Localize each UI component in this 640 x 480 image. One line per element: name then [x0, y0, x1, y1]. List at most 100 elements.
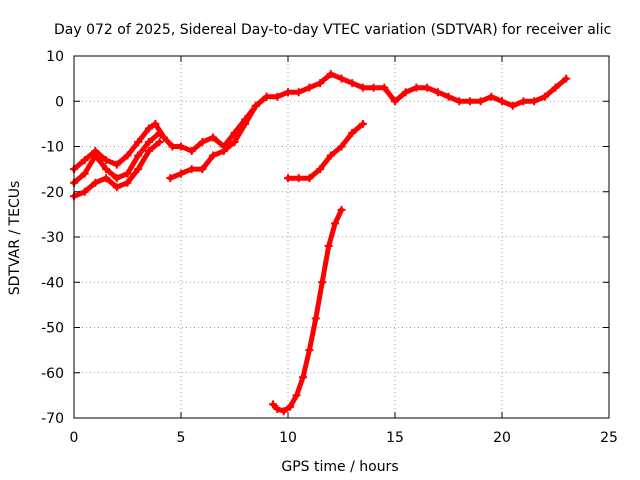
data-point — [102, 174, 111, 183]
data-point — [80, 187, 89, 196]
data-point — [358, 119, 367, 128]
x-tick-label: 0 — [70, 430, 79, 446]
data-point — [91, 151, 100, 160]
data-point — [326, 70, 335, 79]
x-axis-label: GPS time / hours — [281, 459, 398, 475]
data-point — [123, 169, 132, 178]
data-point — [530, 97, 539, 106]
data-point — [219, 147, 228, 156]
series-track-c — [70, 137, 164, 201]
tick-layer: 0 5 10 15 20 25 10 0 -10 -20 -30 -40 -50 -60 -70 — [41, 49, 618, 446]
data-point — [151, 119, 160, 128]
series-track-e — [284, 119, 367, 183]
y-tick-label: -60 — [41, 366, 64, 382]
data-point — [487, 92, 496, 101]
y-axis-label: SDTVAR / TECUs — [7, 181, 23, 296]
data-point — [112, 160, 121, 169]
x-tick-label: 5 — [177, 430, 186, 446]
data-point — [326, 151, 335, 160]
data-point — [562, 74, 571, 83]
data-point — [144, 124, 153, 133]
data-point — [198, 137, 207, 146]
y-tick-label: 0 — [55, 94, 64, 110]
x-tick-label: 10 — [279, 430, 297, 446]
data-point — [331, 219, 340, 228]
y-tick-label: -20 — [41, 185, 64, 201]
data-point — [112, 174, 121, 183]
data-point — [380, 83, 389, 92]
series-track-d — [166, 92, 271, 183]
data-point — [80, 169, 89, 178]
chart-title: Day 072 of 2025, Sidereal Day-to-day VTE… — [54, 22, 611, 38]
data-point — [298, 373, 307, 382]
data-point — [251, 101, 260, 110]
data-point — [318, 278, 327, 287]
series-track-a — [70, 70, 571, 174]
data-point — [187, 147, 196, 156]
data-point — [433, 88, 442, 97]
data-point — [358, 83, 367, 92]
data-point — [177, 142, 185, 151]
data-point — [294, 174, 303, 183]
series-layer — [70, 70, 571, 416]
data-point — [284, 88, 292, 97]
data-point — [508, 101, 517, 110]
data-point — [123, 151, 132, 160]
data-point — [144, 137, 153, 146]
data-point — [159, 133, 168, 142]
data-point — [292, 391, 301, 400]
data-point — [519, 97, 528, 106]
data-point — [286, 402, 295, 411]
data-point — [91, 178, 100, 187]
data-point — [168, 142, 177, 151]
y-tick-label: -40 — [41, 275, 64, 291]
data-point — [209, 151, 218, 160]
data-point — [209, 133, 218, 142]
data-point — [316, 79, 325, 88]
data-point — [155, 128, 164, 137]
data-point — [102, 156, 111, 165]
data-point — [294, 88, 303, 97]
data-point — [412, 83, 421, 92]
data-point — [198, 165, 207, 174]
data-point — [134, 165, 143, 174]
data-point — [423, 83, 432, 92]
data-point — [444, 92, 453, 101]
y-tick-label: -50 — [41, 321, 64, 337]
data-point — [348, 79, 357, 88]
series-line — [167, 94, 270, 181]
data-point — [262, 92, 271, 101]
data-point — [187, 165, 196, 174]
data-point — [465, 97, 474, 106]
y-tick-label: 10 — [46, 49, 64, 65]
data-point — [144, 147, 153, 156]
data-point — [273, 404, 282, 413]
data-point — [166, 174, 175, 183]
data-point — [337, 142, 346, 151]
data-point — [337, 74, 346, 83]
data-point — [401, 88, 410, 97]
data-point — [112, 183, 121, 192]
data-point — [348, 128, 357, 137]
data-point — [540, 92, 549, 101]
grid — [74, 56, 609, 418]
data-point — [476, 97, 485, 106]
data-point — [305, 174, 314, 183]
data-point — [498, 97, 506, 106]
y-tick-label: -10 — [41, 140, 64, 156]
data-point — [316, 165, 325, 174]
data-point — [284, 174, 292, 183]
data-point — [80, 156, 89, 165]
data-point — [324, 242, 333, 251]
y-tick-label: -30 — [41, 230, 64, 246]
data-point — [155, 137, 164, 146]
data-point — [241, 119, 250, 128]
data-point — [391, 97, 399, 106]
series-track-f — [269, 205, 346, 416]
x-tick-label: 15 — [386, 430, 404, 446]
data-point — [279, 407, 288, 416]
data-point — [269, 400, 278, 409]
y-tick-label: -70 — [41, 411, 64, 427]
